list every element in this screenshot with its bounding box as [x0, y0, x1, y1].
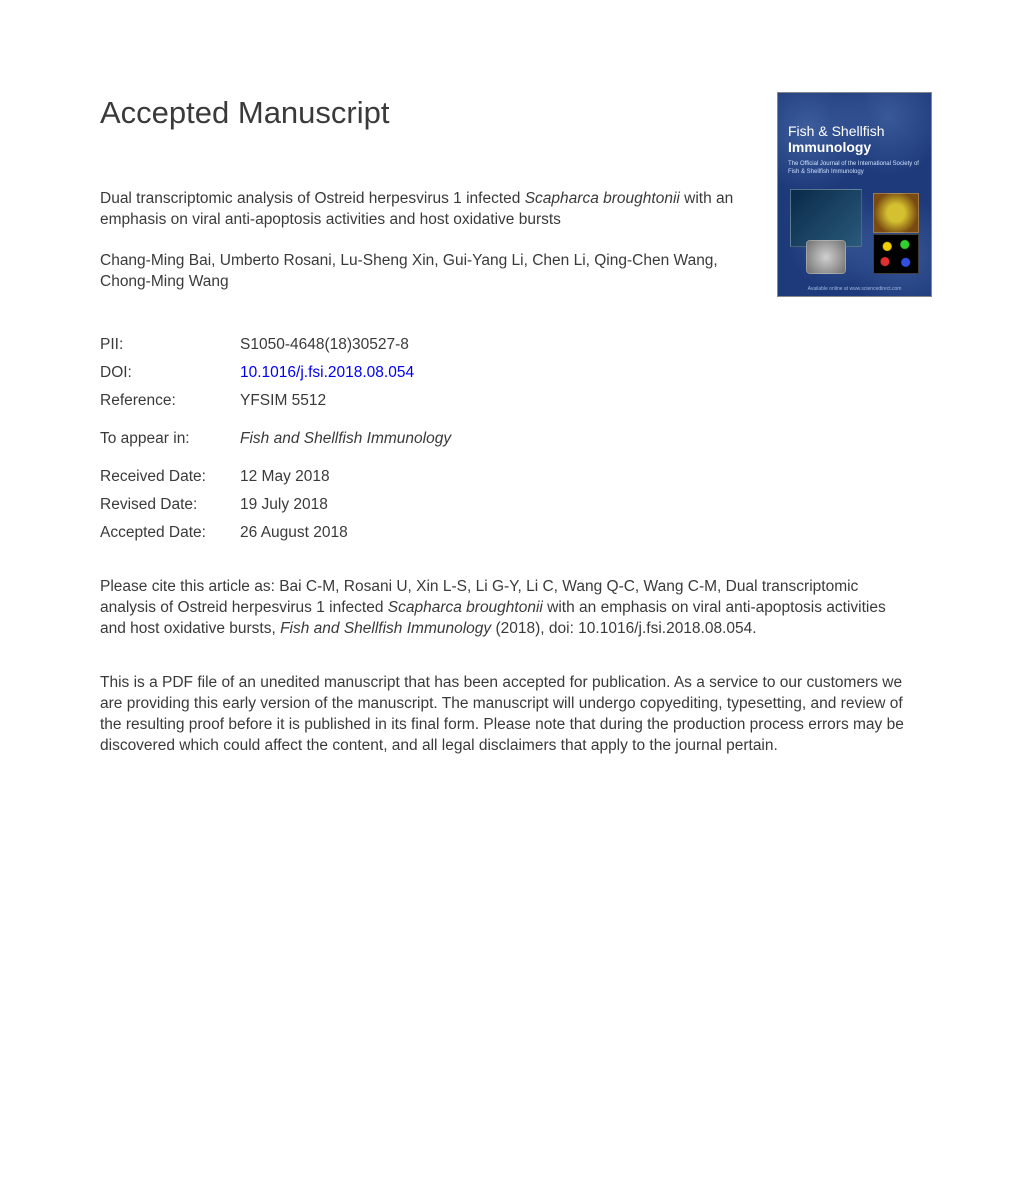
cover-image-2: [873, 193, 919, 233]
cover-title-light: Fish & Shellfish: [788, 123, 884, 139]
reference-value: YFSIM 5512: [240, 387, 451, 415]
cover-image-3: [806, 240, 846, 274]
pii-value: S1050-4648(18)30527-8: [240, 331, 451, 359]
disclaimer-text: This is a PDF file of an unedited manusc…: [100, 673, 920, 757]
article-title: Dual transcriptomic analysis of Ostreid …: [100, 189, 740, 231]
title-pre: Dual transcriptomic analysis of Ostreid …: [100, 190, 525, 207]
manuscript-page: Fish & Shellfish Immunology The Official…: [0, 0, 1020, 797]
cover-title-bold: Immunology: [788, 139, 871, 155]
cover-journal-title: Fish & Shellfish Immunology: [788, 123, 921, 155]
citation-post: (2018), doi: 10.1016/j.fsi.2018.08.054.: [491, 620, 756, 637]
doi-row: DOI: 10.1016/j.fsi.2018.08.054: [100, 359, 451, 387]
citation-species-italic: Scapharca broughtonii: [388, 599, 543, 616]
reference-label: Reference:: [100, 387, 240, 415]
metadata-table: PII: S1050-4648(18)30527-8 DOI: 10.1016/…: [100, 331, 451, 547]
received-label: Received Date:: [100, 463, 240, 491]
pii-label: PII:: [100, 331, 240, 359]
revised-label: Revised Date:: [100, 491, 240, 519]
cover-image-1: [790, 189, 862, 247]
appear-row: To appear in: Fish and Shellfish Immunol…: [100, 425, 451, 453]
doi-link[interactable]: 10.1016/j.fsi.2018.08.054: [240, 364, 414, 381]
doi-label: DOI:: [100, 359, 240, 387]
reference-row: Reference: YFSIM 5512: [100, 387, 451, 415]
cover-footer: Available online at www.sciencedirect.co…: [778, 286, 931, 292]
received-row: Received Date: 12 May 2018: [100, 463, 451, 491]
appear-value: Fish and Shellfish Immunology: [240, 425, 451, 453]
revised-value: 19 July 2018: [240, 491, 451, 519]
revised-row: Revised Date: 19 July 2018: [100, 491, 451, 519]
appear-label: To appear in:: [100, 425, 240, 453]
journal-cover-thumbnail: Fish & Shellfish Immunology The Official…: [777, 92, 932, 297]
cover-subtitle: The Official Journal of the Internationa…: [788, 161, 921, 176]
accepted-row: Accepted Date: 26 August 2018: [100, 519, 451, 547]
accepted-value: 26 August 2018: [240, 519, 451, 547]
accepted-label: Accepted Date:: [100, 519, 240, 547]
authors-list: Chang-Ming Bai, Umberto Rosani, Lu-Sheng…: [100, 251, 740, 293]
cover-image-4: [873, 234, 919, 274]
pii-row: PII: S1050-4648(18)30527-8: [100, 331, 451, 359]
citation-text: Please cite this article as: Bai C-M, Ro…: [100, 577, 915, 640]
title-species-italic: Scapharca broughtonii: [525, 190, 680, 207]
citation-journal-italic: Fish and Shellfish Immunology: [280, 620, 491, 637]
received-value: 12 May 2018: [240, 463, 451, 491]
